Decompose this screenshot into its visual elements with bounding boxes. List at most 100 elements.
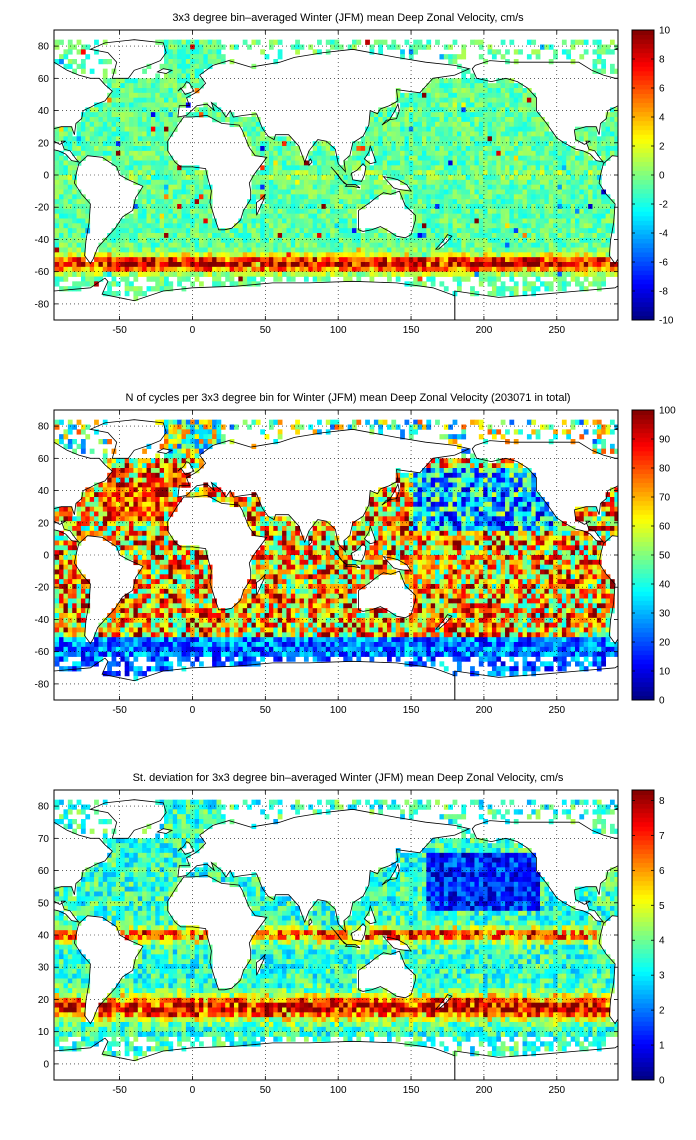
heatmap-cell xyxy=(452,252,458,258)
heatmap-cell xyxy=(518,237,523,244)
heatmap-cell xyxy=(98,112,104,118)
heatmap-cell xyxy=(85,131,91,137)
heatmap-cell xyxy=(579,184,585,190)
heatmap-cell xyxy=(107,506,112,512)
heatmap-cell xyxy=(111,83,117,89)
heatmap-cell xyxy=(142,233,147,239)
heatmap-cell xyxy=(225,266,231,273)
heatmap-cell xyxy=(268,189,274,195)
heatmap-cell xyxy=(583,170,589,176)
heatmap-cell xyxy=(229,257,235,263)
heatmap-cell xyxy=(605,242,611,248)
heatmap-cell xyxy=(478,112,484,118)
heatmap-cell xyxy=(102,497,108,503)
heatmap-cell xyxy=(575,213,580,219)
heatmap-cell xyxy=(133,83,139,89)
heatmap-cell xyxy=(373,257,379,263)
heatmap-cell xyxy=(601,136,607,142)
coastline xyxy=(156,68,174,74)
heatmap-cell xyxy=(439,131,445,137)
heatmap-cell xyxy=(487,223,493,229)
heatmap-cell xyxy=(164,92,169,99)
heatmap-cell xyxy=(526,179,532,186)
heatmap-cell xyxy=(216,262,222,268)
heatmap-cell xyxy=(247,237,252,244)
heatmap-cell xyxy=(133,165,139,171)
heatmap-cell xyxy=(54,569,60,575)
heatmap-cell xyxy=(107,102,112,108)
heatmap-cell xyxy=(601,49,607,55)
heatmap-cell xyxy=(273,237,279,244)
colorbar-segment xyxy=(632,120,654,126)
heatmap-cell xyxy=(570,266,576,273)
heatmap-cell xyxy=(338,242,344,248)
heatmap-cell xyxy=(321,194,327,200)
heatmap-cell xyxy=(133,88,139,94)
heatmap-cell xyxy=(120,92,126,99)
colorbar-segment xyxy=(632,138,654,144)
heatmap-cell xyxy=(94,252,99,258)
heatmap-cell xyxy=(185,59,191,65)
heatmap-cell xyxy=(85,526,91,532)
heatmap-cell xyxy=(102,131,108,137)
heatmap-cell xyxy=(159,175,165,181)
heatmap-cell xyxy=(470,252,475,258)
heatmap-cell xyxy=(360,141,366,147)
heatmap-cell xyxy=(164,126,169,132)
heatmap-cell xyxy=(614,136,618,142)
heatmap-cell xyxy=(203,208,209,215)
heatmap-cell xyxy=(59,252,64,258)
heatmap-cell xyxy=(295,175,300,181)
heatmap-cell xyxy=(601,194,607,200)
heatmap-cell xyxy=(548,199,554,205)
heatmap-cell xyxy=(233,266,239,273)
heatmap-cell xyxy=(579,286,585,292)
heatmap-cell xyxy=(159,252,165,258)
heatmap-cell xyxy=(456,262,462,268)
heatmap-cell xyxy=(137,204,143,210)
heatmap-cell xyxy=(378,112,384,118)
heatmap-cell xyxy=(273,150,279,157)
heatmap-cell xyxy=(159,126,165,132)
heatmap-cell xyxy=(181,228,187,234)
heatmap-cell xyxy=(452,131,458,137)
heatmap-cell xyxy=(94,637,99,643)
heatmap-cell xyxy=(382,107,388,113)
heatmap-cell xyxy=(531,252,537,258)
heatmap-cell xyxy=(59,194,64,200)
heatmap-cell xyxy=(133,121,139,128)
heatmap-cell xyxy=(199,83,204,89)
heatmap-cell xyxy=(596,59,602,65)
heatmap-cell xyxy=(146,252,152,258)
heatmap-cell xyxy=(185,199,191,205)
heatmap-cell xyxy=(303,271,309,277)
heatmap-cell xyxy=(474,218,480,224)
heatmap-cell xyxy=(373,266,379,273)
heatmap-cell xyxy=(63,555,69,561)
heatmap-cell xyxy=(601,63,607,70)
heatmap-cell xyxy=(592,59,598,65)
heatmap-cell xyxy=(609,68,615,74)
heatmap-cell xyxy=(115,107,121,113)
heatmap-cell xyxy=(570,160,576,166)
heatmap-cell xyxy=(491,281,497,287)
heatmap-cell xyxy=(391,117,397,123)
heatmap-cell xyxy=(553,223,558,229)
heatmap-cell xyxy=(111,262,117,268)
heatmap-cell xyxy=(334,194,340,200)
heatmap-cell xyxy=(470,136,475,142)
heatmap-cell xyxy=(63,540,69,546)
heatmap-cell xyxy=(137,170,143,176)
heatmap-cell xyxy=(273,39,279,45)
heatmap-cell xyxy=(470,242,475,248)
heatmap-cell xyxy=(124,83,130,89)
heatmap-cell xyxy=(325,165,331,171)
heatmap-cell xyxy=(312,179,318,186)
heatmap-cell xyxy=(596,150,602,157)
heatmap-cell xyxy=(177,257,182,263)
heatmap-cell xyxy=(557,271,563,277)
heatmap-cell xyxy=(509,237,515,244)
heatmap-cell xyxy=(579,208,585,215)
heatmap-cell xyxy=(120,463,126,469)
heatmap-cell xyxy=(80,228,86,234)
